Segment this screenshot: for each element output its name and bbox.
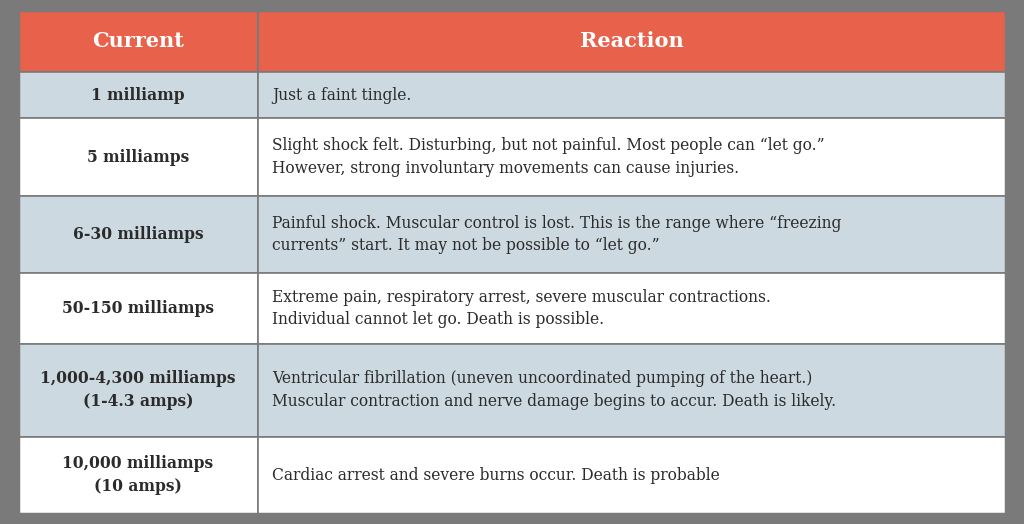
Bar <box>18 118 258 196</box>
Bar <box>258 344 1006 436</box>
Text: Painful shock. Muscular control is lost. This is the range where “freezing
curre: Painful shock. Muscular control is lost.… <box>272 214 842 254</box>
Bar <box>18 344 258 436</box>
Bar <box>258 72 1006 118</box>
Text: 50-150 milliamps: 50-150 milliamps <box>62 300 214 317</box>
Bar <box>18 196 258 273</box>
Bar <box>258 196 1006 273</box>
Bar <box>258 10 1006 72</box>
Bar <box>18 10 258 72</box>
Text: Just a faint tingle.: Just a faint tingle. <box>272 86 412 104</box>
Text: 10,000 milliamps
(10 amps): 10,000 milliamps (10 amps) <box>62 455 214 495</box>
Text: Current: Current <box>92 31 184 51</box>
Bar <box>18 436 258 514</box>
Text: Slight shock felt. Disturbing, but not painful. Most people can “let go.”
Howeve: Slight shock felt. Disturbing, but not p… <box>272 137 824 177</box>
Bar <box>18 273 258 344</box>
Text: 6-30 milliamps: 6-30 milliamps <box>73 226 204 243</box>
Bar <box>258 273 1006 344</box>
Text: Ventricular fibrillation (uneven uncoordinated pumping of the heart.)
Muscular c: Ventricular fibrillation (uneven uncoord… <box>272 370 837 410</box>
Text: 5 milliamps: 5 milliamps <box>87 149 189 166</box>
Text: 1 milliamp: 1 milliamp <box>91 86 185 104</box>
Bar <box>18 72 258 118</box>
Bar <box>258 118 1006 196</box>
Text: Cardiac arrest and severe burns occur. Death is probable: Cardiac arrest and severe burns occur. D… <box>272 467 720 484</box>
Text: 1,000-4,300 milliamps
(1-4.3 amps): 1,000-4,300 milliamps (1-4.3 amps) <box>40 370 236 410</box>
Bar <box>258 436 1006 514</box>
Text: Reaction: Reaction <box>581 31 684 51</box>
Text: Extreme pain, respiratory arrest, severe muscular contractions.
Individual canno: Extreme pain, respiratory arrest, severe… <box>272 289 771 329</box>
